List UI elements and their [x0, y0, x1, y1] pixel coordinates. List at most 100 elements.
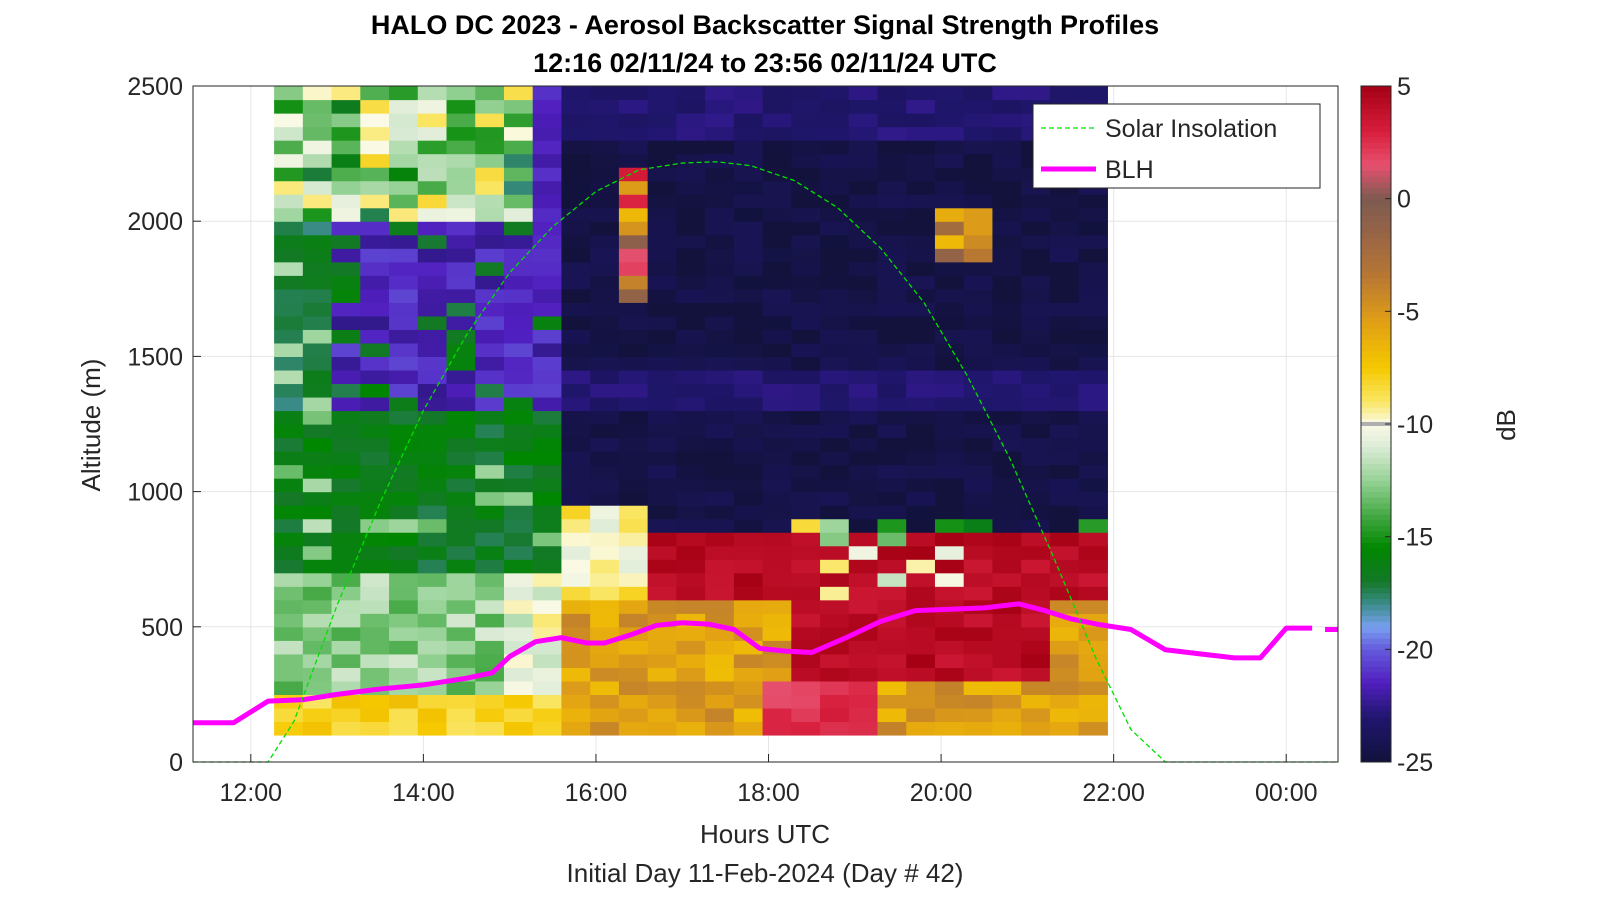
- colorbar: 5 0 -5 -10 -15 -20 -25: [1360, 73, 1433, 777]
- heatmap-cell: [906, 505, 936, 520]
- heatmap-cell: [417, 437, 448, 452]
- heatmap-cell: [848, 653, 879, 668]
- heatmap-cell: [417, 167, 448, 182]
- heatmap-cell: [274, 221, 304, 236]
- heatmap-cell: [963, 234, 994, 249]
- heatmap-cell: [302, 653, 333, 668]
- x-tick-label: 18:00: [737, 779, 800, 807]
- colorbar-segment: [1361, 226, 1391, 233]
- heatmap-cell: [1049, 464, 1080, 479]
- heatmap-cell: [820, 518, 850, 533]
- heatmap-cell: [446, 221, 476, 236]
- heatmap-cell: [877, 707, 907, 723]
- heatmap-cell: [705, 694, 735, 709]
- heatmap-cell: [1021, 694, 1051, 709]
- heatmap-cell: [561, 356, 591, 371]
- heatmap-cell: [503, 207, 534, 222]
- colorbar-segment: [1361, 604, 1391, 611]
- heatmap-cell: [647, 288, 677, 303]
- heatmap-cell: [992, 126, 1022, 141]
- heatmap-cell: [1078, 356, 1108, 371]
- heatmap-cell: [503, 721, 534, 736]
- heatmap-cell: [1021, 518, 1051, 533]
- y-tick-label: 2500: [127, 73, 183, 101]
- heatmap-cell: [791, 653, 821, 668]
- heatmap-cell: [503, 261, 534, 276]
- heatmap-cell: [1021, 207, 1051, 222]
- heatmap-cell: [676, 315, 706, 330]
- heatmap-cell: [331, 626, 361, 641]
- heatmap-cell: [1021, 532, 1051, 547]
- heatmap-cell: [590, 694, 620, 709]
- heatmap-cell: [417, 653, 448, 668]
- colorbar-segment: [1361, 485, 1391, 493]
- heatmap-cell: [820, 221, 850, 236]
- heatmap-cell: [992, 707, 1022, 723]
- heatmap-cell: [1049, 626, 1080, 641]
- heatmap-cell: [676, 248, 706, 263]
- heatmap-cell: [360, 586, 390, 601]
- heatmap-cell: [446, 640, 476, 655]
- heatmap-cell: [389, 261, 419, 276]
- heatmap-cell: [360, 667, 390, 682]
- colorbar-segment: [1361, 339, 1391, 346]
- heatmap-cell: [590, 707, 620, 723]
- heatmap-cell: [676, 369, 706, 385]
- heatmap-cell: [302, 518, 333, 533]
- colorbar-segment: [1361, 288, 1391, 295]
- heatmap-cell: [532, 667, 563, 682]
- heatmap-cell: [302, 667, 333, 682]
- heatmap-cell: [820, 505, 850, 520]
- heatmap-cell: [762, 396, 792, 412]
- heatmap-cell: [331, 180, 361, 195]
- heatmap-cell: [1021, 248, 1051, 263]
- heatmap-cell: [820, 532, 850, 547]
- heatmap-cell: [302, 167, 333, 182]
- heatmap-cell: [820, 410, 850, 425]
- heatmap-cell: [647, 518, 677, 533]
- heatmap-cell: [647, 86, 677, 101]
- heatmap-cell: [791, 356, 821, 371]
- heatmap-cell: [733, 248, 764, 263]
- heatmap-cell: [590, 464, 620, 479]
- heatmap-cell: [331, 275, 361, 290]
- heatmap-cell: [475, 275, 505, 290]
- heatmap-cell: [791, 383, 821, 398]
- heatmap-cell: [389, 707, 419, 723]
- heatmap-cell: [1049, 559, 1080, 574]
- heatmap-cell: [762, 424, 792, 439]
- heatmap-cell: [963, 167, 994, 182]
- heatmap-cell: [705, 586, 735, 601]
- x-tick-label: 22:00: [1082, 779, 1145, 807]
- heatmap-cell: [331, 113, 361, 128]
- heatmap-cell: [417, 383, 448, 398]
- heatmap-cell: [446, 707, 476, 723]
- heatmap-cell: [676, 707, 706, 723]
- heatmap-cell: [360, 640, 390, 655]
- heatmap-cell: [446, 545, 476, 560]
- heatmap-cell: [992, 396, 1022, 412]
- heatmap-cell: [302, 99, 333, 114]
- heatmap-cell: [848, 180, 879, 195]
- heatmap-cell: [820, 667, 850, 682]
- heatmap-cell: [389, 302, 419, 317]
- heatmap-cell: [705, 221, 735, 236]
- heatmap-cell: [274, 667, 304, 682]
- heatmap-cell: [532, 707, 563, 723]
- heatmap-cell: [877, 410, 907, 425]
- heatmap-cell: [590, 478, 620, 493]
- heatmap-cell: [331, 653, 361, 668]
- heatmap-cell: [791, 86, 821, 101]
- heatmap-cell: [676, 356, 706, 371]
- heatmap-cell: [590, 532, 620, 547]
- heatmap-cell: [877, 396, 907, 412]
- heatmap-cell: [475, 396, 505, 412]
- heatmap-cell: [992, 559, 1022, 574]
- heatmap-cell: [676, 437, 706, 452]
- colorbar-segment: [1361, 626, 1391, 633]
- heatmap-cell: [475, 234, 505, 249]
- heatmap-cell: [647, 140, 677, 155]
- heatmap-cell: [1078, 369, 1108, 385]
- heatmap-cell: [532, 437, 563, 452]
- heatmap-cell: [906, 532, 936, 547]
